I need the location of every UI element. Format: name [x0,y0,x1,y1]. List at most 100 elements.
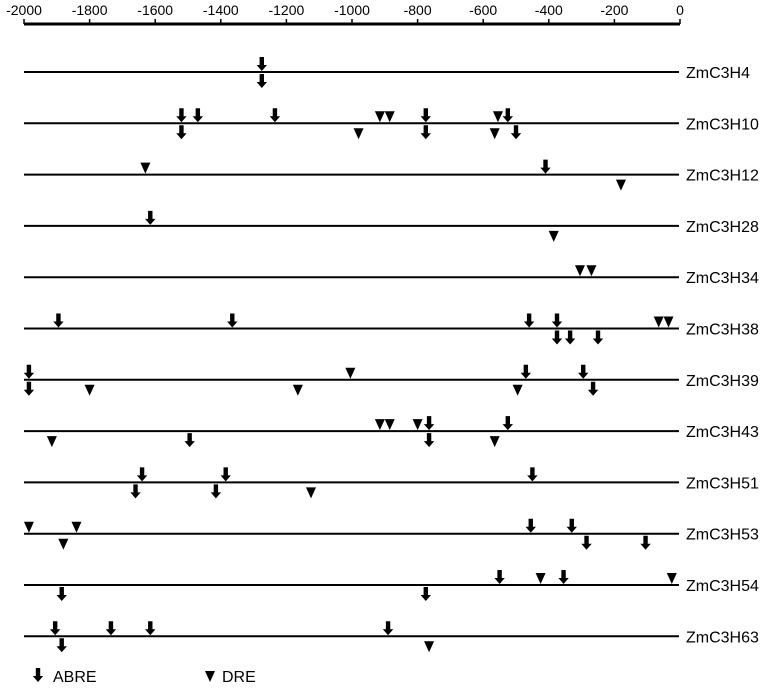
abre-marker [130,484,141,499]
abre-marker [220,467,231,482]
axis-tick-label: -1000 [334,2,370,18]
dre-marker [412,419,423,431]
axis-tick-label: -200 [600,2,628,18]
abre-marker [136,467,148,482]
gene-track: ZmC3H38 [24,313,759,345]
dre-marker [46,436,57,448]
abre-marker [192,108,204,123]
dre-marker [574,265,585,277]
gene-name-label: ZmC3H51 [686,475,759,492]
gene-name-label: ZmC3H63 [686,629,759,646]
dre-marker [535,573,546,584]
legend-abre-label: ABRE [53,669,97,686]
abre-arrow-shape [32,668,44,682]
abre-marker [551,313,563,328]
abre-marker [56,638,67,653]
abre-marker [23,364,35,379]
legend: ABRE DRE [32,668,256,686]
abre-marker [256,74,267,88]
abre-marker [23,381,35,396]
dre-marker [489,128,500,140]
gene-track: ZmC3H53 [23,518,759,550]
dre-marker [663,316,674,328]
axis-tick-label: -1800 [72,2,108,18]
gene-name-label: ZmC3H39 [686,373,759,390]
legend-dre-label: DRE [222,669,256,686]
gene-name-label: ZmC3H53 [686,527,759,544]
dre-triangle-shape [205,671,215,682]
gene-track: ZmC3H51 [24,467,759,499]
abre-marker [145,210,156,225]
dre-marker [345,367,356,379]
gene-name-label: ZmC3H34 [686,270,759,287]
abre-marker [105,621,117,636]
gene-track: ZmC3H34 [24,265,759,287]
dre-marker [384,111,395,123]
dre-marker [84,384,95,396]
abre-marker [502,416,513,431]
gene-track: ZmC3H43 [24,416,759,448]
legend-abre: ABRE [32,668,97,686]
gene-name-label: ZmC3H43 [686,424,759,441]
axis-tick-label: -800 [404,2,432,18]
gene-track: ZmC3H12 [24,159,759,191]
abre-marker [269,108,281,123]
abre-marker [525,518,536,533]
gene-name-label: ZmC3H38 [686,322,759,339]
abre-marker [510,125,522,140]
abre-marker [540,159,551,174]
abre-marker [184,433,195,448]
axis-tick-label: 0 [676,2,684,18]
abre-marker [523,313,535,328]
dre-marker [23,521,34,533]
abre-marker [494,570,505,584]
dre-marker [548,230,559,242]
abre-marker [227,313,238,328]
gene-track: ZmC3H39 [23,364,759,396]
gene-track: ZmC3H4 [24,57,750,88]
dre-marker [374,419,385,431]
dre-marker [140,162,151,174]
axis-tick-label: -1200 [268,2,304,18]
dre-marker [424,641,435,653]
abre-marker [49,621,61,636]
gene-track: ZmC3H10 [24,108,759,140]
dre-marker [653,316,664,328]
abre-marker [420,125,431,140]
dre-marker [71,521,82,533]
gene-name-label: ZmC3H54 [686,578,759,595]
abre-marker [423,433,435,448]
dre-marker [384,419,395,431]
abre-marker [382,621,394,636]
dre-marker [353,128,364,140]
abre-marker [587,381,599,396]
gene-track: ZmC3H54 [24,570,759,601]
legend-dre: DRE [205,669,256,686]
abre-marker [210,484,222,499]
position-axis: -2000 -1800 -1600 -1400 -1200 -1000 -800 -600 -4… [6,2,684,26]
abre-marker [592,330,604,345]
abre-marker [423,416,435,431]
abre-marker [420,587,431,601]
dre-marker [512,384,523,396]
gene-name-label: ZmC3H10 [686,116,759,133]
axis-tick-label: -600 [469,2,497,18]
dre-marker [292,384,303,396]
dre-marker [666,573,677,584]
abre-marker [564,330,576,345]
gene-name-label: ZmC3H28 [686,219,759,236]
axis-tick-label: -400 [535,2,563,18]
dre-marker [489,436,500,448]
abre-marker [581,535,592,550]
dre-marker [586,265,597,277]
axis-tick-label: -2000 [6,2,42,18]
abre-marker [56,587,67,601]
abre-marker [420,108,431,123]
dre-marker [492,111,503,123]
abre-marker [520,364,532,379]
abre-marker [502,108,513,123]
gene-track: ZmC3H28 [24,210,759,242]
axis-tick-label: -1600 [137,2,173,18]
dre-marker [306,487,316,499]
